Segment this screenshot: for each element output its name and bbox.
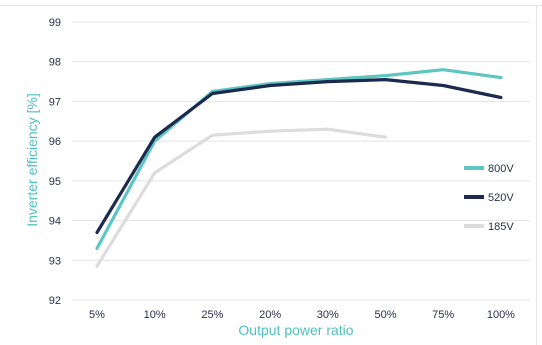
series-line-520v bbox=[95, 77, 503, 235]
x-tick-label: 5% bbox=[89, 309, 105, 321]
frame-top-border bbox=[0, 5, 542, 6]
x-tick-label: 75% bbox=[432, 309, 454, 321]
legend-label-185v: 185V bbox=[488, 221, 514, 233]
y-tick-label: 97 bbox=[49, 96, 61, 108]
grid-lines bbox=[72, 21, 530, 301]
x-tick-label: 30% bbox=[317, 309, 339, 321]
y-axis-title: Inverter efficiency [%] bbox=[24, 93, 40, 227]
legend-label-800v: 800V bbox=[488, 163, 514, 175]
x-tick-label: 50% bbox=[374, 309, 396, 321]
legend: 800V 520V 185V bbox=[464, 163, 514, 233]
frame-right-border bbox=[536, 5, 537, 345]
x-axis-title: Output power ratio bbox=[238, 322, 353, 338]
y-tick-label: 93 bbox=[49, 255, 61, 267]
x-tick-label: 100% bbox=[487, 309, 515, 321]
y-tick-labels: 92 93 94 95 96 97 98 99 bbox=[49, 17, 61, 307]
y-tick-label: 94 bbox=[49, 216, 61, 228]
y-tick-label: 95 bbox=[49, 176, 61, 188]
y-tick-label: 92 bbox=[49, 295, 61, 307]
series-line-800v bbox=[95, 68, 503, 250]
x-tick-label: 25% bbox=[201, 309, 223, 321]
x-tick-labels: 5% 10% 25% 20% 30% 50% 75% 100% bbox=[89, 309, 515, 321]
x-tick-label: 10% bbox=[144, 309, 166, 321]
x-tick-label: 20% bbox=[259, 309, 281, 321]
series-line-185v bbox=[95, 127, 388, 268]
y-tick-label: 96 bbox=[49, 136, 61, 148]
legend-label-520v: 520V bbox=[488, 192, 514, 204]
series-lines bbox=[95, 68, 503, 268]
y-tick-label: 98 bbox=[49, 57, 61, 69]
y-tick-label: 99 bbox=[49, 17, 61, 29]
